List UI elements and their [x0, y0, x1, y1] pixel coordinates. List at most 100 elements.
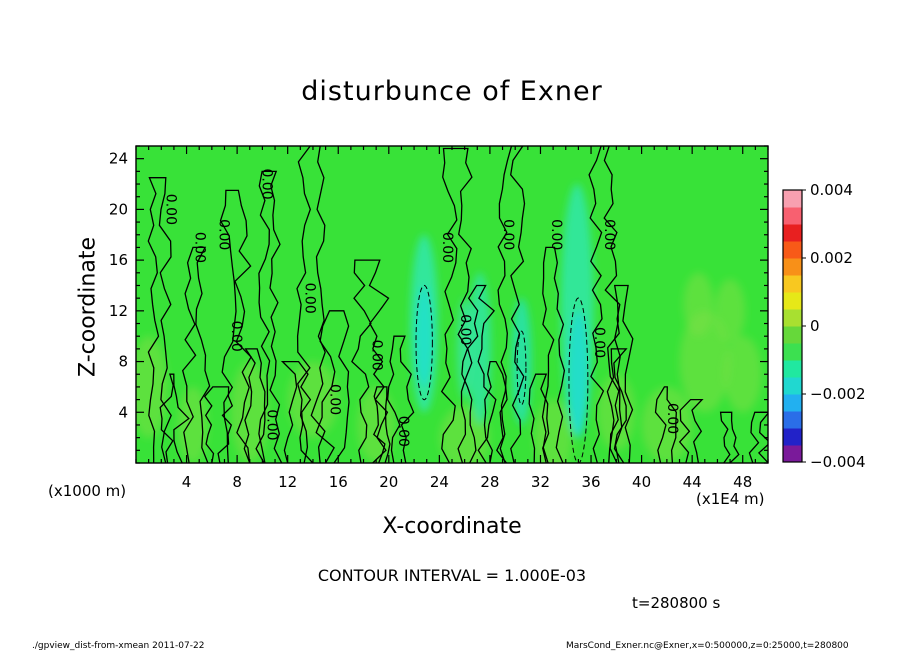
contour-label: 0.00 — [191, 232, 207, 263]
contour-label: 0.00 — [301, 283, 317, 314]
colorbar-swatch — [783, 394, 802, 412]
contour-line — [258, 170, 283, 463]
contour-label: 0.00 — [601, 219, 617, 250]
x-tick-label: 32 — [531, 473, 550, 491]
contour-line — [351, 259, 390, 463]
contour-line — [440, 147, 473, 463]
x-tick-label: 44 — [683, 473, 702, 491]
contour-line — [203, 386, 234, 463]
contour-line — [372, 386, 391, 463]
colorbar-labels: 0.004 0.002 0 −0.002 −0.004 — [810, 181, 866, 471]
contour-label: 0.00 — [228, 321, 244, 352]
colorbar-swatch — [783, 224, 802, 242]
y-tick-label: 16 — [109, 251, 128, 269]
colorbar-swatch — [783, 241, 802, 259]
contour-line — [280, 360, 314, 463]
colorbar-tick-label: 0.002 — [810, 249, 853, 267]
contour-line — [654, 386, 677, 463]
x-axis-unit-label: (x1000 m) — [48, 482, 127, 500]
negative-contour — [415, 284, 433, 401]
colorbar-swatch — [783, 207, 802, 225]
x-axis-scale-label: (x1E4 m) — [696, 490, 765, 508]
colorbar-swatch — [783, 309, 802, 327]
colorbar-swatch — [783, 275, 802, 293]
contour-label: 0.00 — [215, 219, 231, 250]
y-axis-label: Z-coordinate — [75, 237, 101, 377]
x-tick-label: 36 — [581, 473, 600, 491]
colorbar-swatch — [783, 343, 802, 361]
footer-left-caption: ./gpview_dist-from-xmean 2011-07-22 — [32, 641, 205, 651]
contour-label: 0.00 — [457, 314, 473, 345]
contour-label: 0.00 — [162, 194, 178, 225]
colorbar-tick-label: 0.004 — [810, 181, 853, 199]
colorbar-swatch — [783, 190, 802, 208]
contour-label: 0.00 — [327, 384, 343, 415]
x-tick-label: 24 — [430, 473, 449, 491]
contour-line — [243, 348, 266, 463]
y-tick-label: 12 — [109, 302, 128, 320]
contour-line — [541, 246, 566, 463]
contour-line — [719, 411, 740, 463]
contour-label: 0.00 — [439, 232, 455, 263]
x-tick-label: 48 — [733, 473, 752, 491]
heatmap-negative-plume — [457, 298, 473, 400]
contour-label: 0.00 — [368, 340, 384, 371]
y-tick-label: 8 — [118, 353, 128, 371]
chart-title: disturbunce of Exner — [301, 76, 603, 107]
contour-line — [483, 360, 508, 463]
heatmap-negative-plume — [415, 285, 434, 388]
contour-line — [613, 284, 634, 463]
axis-ticks — [135, 145, 769, 464]
contour-label: 0.00 — [548, 219, 564, 250]
x-tick-label: 28 — [480, 473, 499, 491]
contour-line — [181, 246, 211, 463]
y-tick-label: 24 — [109, 150, 128, 168]
contour-line — [497, 146, 526, 463]
contour-line — [219, 189, 252, 463]
negative-contours — [415, 284, 589, 463]
colorbar-swatch — [783, 258, 802, 276]
colorbar: 0.004 0.002 0 −0.002 −0.004 — [782, 181, 866, 471]
colorbar-swatch — [783, 445, 802, 463]
contour-line — [159, 373, 190, 463]
negative-contour — [568, 297, 589, 463]
contour-line — [461, 284, 497, 463]
y-tick-label: 4 — [118, 403, 128, 421]
colorbar-tick-label: 0 — [810, 317, 820, 335]
contour-line — [528, 373, 550, 463]
colorbar-swatch — [783, 411, 802, 429]
contour-line — [315, 310, 350, 463]
heatmap-positive-patch — [679, 310, 730, 413]
colorbar-tick-label: −0.002 — [810, 385, 866, 403]
contour-label: 0.00 — [258, 168, 274, 199]
heatmap-positive-patch — [641, 386, 693, 463]
x-tick-label: 16 — [329, 473, 348, 491]
contour-line — [606, 348, 628, 463]
heatmap-positive-patch — [534, 399, 573, 463]
heatmap-positive-patch — [714, 279, 746, 343]
contour-label: 0.00 — [264, 409, 280, 440]
heatmap-negative-plume — [511, 298, 532, 426]
heatmap-positive-patch — [723, 336, 762, 413]
contour-line — [147, 177, 172, 463]
x-tick-label: 20 — [379, 473, 398, 491]
heatmap-negative-plume — [468, 272, 492, 426]
contour-label: 0.00 — [664, 403, 680, 434]
negative-contour — [516, 330, 527, 406]
contour-label: 0.00 — [500, 219, 516, 250]
y-tick-label: 20 — [109, 200, 128, 218]
contour-label: 0.00 — [591, 327, 607, 358]
x-tick-label: 12 — [278, 473, 297, 491]
time-label: t=280800 s — [632, 594, 721, 612]
colorbar-swatch — [783, 326, 802, 344]
heatmap-positive-patch — [683, 272, 714, 337]
colorbar-swatch — [783, 292, 802, 310]
x-tick-label: 40 — [632, 473, 651, 491]
contour-line — [386, 335, 415, 463]
contour-line — [296, 146, 326, 463]
contour-line — [588, 146, 621, 463]
colorbar-swatch — [783, 377, 802, 395]
contour-labels: 0.00 0.00 0.00 0.00 0.00 0.00 0.00 0.00 0.00 0.00… — [162, 168, 680, 446]
